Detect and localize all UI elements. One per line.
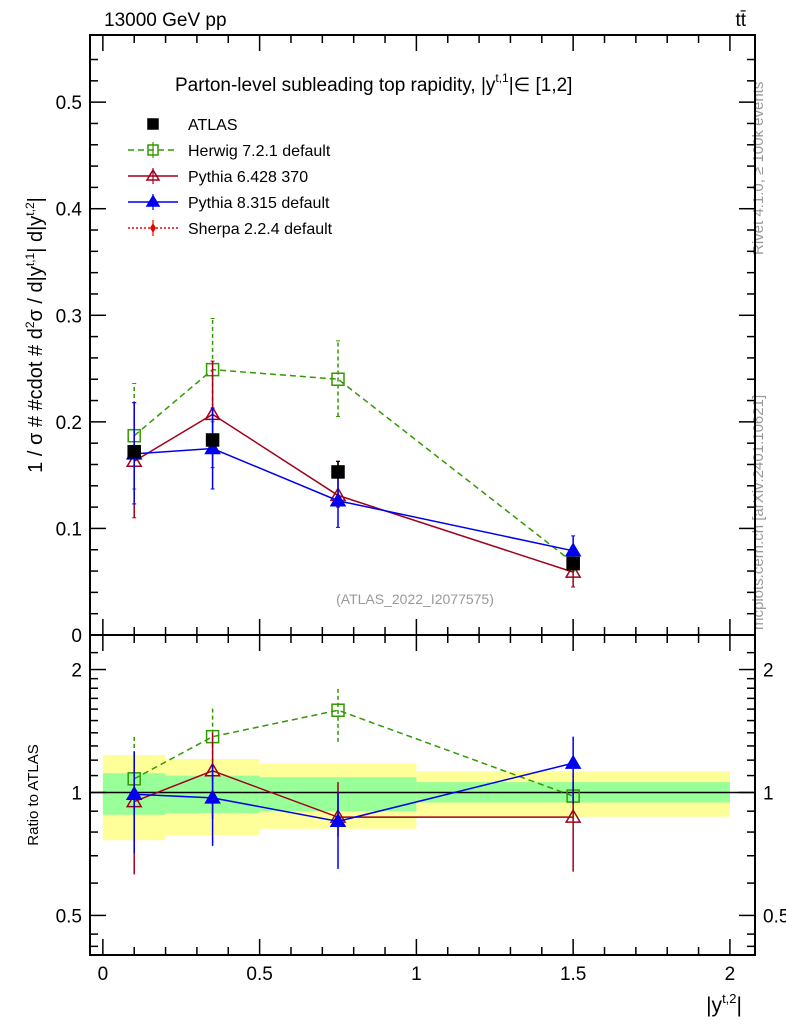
ratio-y-tick-label-right: 0.5: [763, 906, 786, 927]
series-line: [133, 368, 574, 564]
rivet-label: Rivet 4.1.0, ≥ 100k events: [750, 82, 767, 255]
ratio-y-tick-label-right: 2: [763, 661, 774, 682]
legend-item: ATLAS: [147, 117, 238, 134]
data-point: [564, 563, 582, 578]
legend-marker: [147, 144, 159, 156]
y-tick-label: 0.1: [56, 519, 82, 540]
data-point: [564, 542, 582, 557]
ratio-y-tick-label: 1: [71, 783, 82, 804]
watermark: (ATLAS_2022_I2077575): [336, 591, 494, 607]
ratio-point: [329, 812, 347, 828]
x-tick-label: 0: [98, 964, 109, 985]
ratio-point: [204, 789, 221, 804]
ratio-frame: [89, 634, 756, 956]
ratio-plot-layer: [125, 688, 582, 875]
ratio-point: [564, 808, 582, 823]
ratio-point: [125, 785, 143, 801]
legend-label: ATLAS: [188, 117, 238, 134]
y-tick-label: 0: [71, 626, 82, 647]
series-line: [134, 447, 574, 552]
data-point: [331, 372, 345, 386]
data-point: [205, 433, 220, 447]
ratio-line: [133, 770, 574, 818]
legend-item: Sherpa 2.2.4 default: [128, 220, 333, 238]
y-tick-label: 0.3: [56, 306, 82, 327]
ratio-y-tick-label: 2: [71, 661, 82, 682]
data-point: [566, 556, 580, 571]
legend-label: Sherpa 2.2.4 default: [188, 221, 333, 238]
ratio-line: [134, 762, 574, 823]
legend-marker: [147, 118, 159, 130]
legend-item: Pythia 6.428 370: [128, 168, 308, 186]
series-2: [125, 360, 582, 588]
axes-layer: 0 0.1 0.2 0.3 0.4 0.5 0.5 0.5 1 1 2 2 0 0.5 1 1.5 2: [56, 34, 786, 985]
x-axis-label: |yt,2|: [706, 991, 742, 1017]
header-right: tt̄: [735, 10, 746, 31]
y-tick-label: 0.5: [56, 93, 82, 114]
legend-label: Pythia 6.428 370: [188, 169, 308, 186]
series-3: [125, 402, 582, 567]
mcplots-label: mcplots.cern.ch [arXiv:2401.10621]: [750, 395, 767, 630]
ratio-y-tick-label-right: 1: [763, 783, 774, 804]
ratio-y-label: Ratio to ATLAS: [25, 744, 42, 845]
series-1: [127, 317, 580, 572]
main-title: Parton-level subleading top rapidity, |y…: [175, 71, 572, 96]
data-point: [329, 492, 347, 507]
ratio-y-tick-label: 0.5: [56, 906, 82, 927]
ratio-line: [133, 709, 574, 797]
x-tick-label: 2: [725, 964, 736, 985]
series-0: [127, 433, 580, 571]
legend-item: Herwig 7.2.1 default: [128, 142, 331, 160]
x-tick-label: 0.5: [246, 964, 272, 985]
legend: ATLAS Herwig 7.2.1 default Pythia 6.428 37…: [128, 117, 333, 238]
ratio-point: [564, 754, 582, 769]
y-axis-label: 1 / σ # #cdot # d2σ / d|yt,1| d|yt,2|: [23, 197, 47, 473]
x-tick-label: 1: [411, 964, 422, 985]
legend-label: Herwig 7.2.1 default: [188, 143, 331, 160]
ratio-series-2: [125, 736, 582, 869]
x-tick-label: 1.5: [560, 964, 586, 985]
main-plot-layer: [125, 317, 582, 588]
data-point: [331, 465, 345, 479]
header-left: 13000 GeV pp: [104, 10, 227, 31]
series-line: [133, 413, 574, 573]
legend-marker: [145, 168, 161, 181]
legend-marker: [145, 194, 161, 207]
ratio-point: [331, 703, 345, 717]
legend-marker: [150, 223, 156, 233]
legend-item: Pythia 8.315 default: [128, 194, 330, 212]
data-point: [204, 440, 221, 455]
y-tick-label: 0.4: [56, 200, 83, 221]
y-tick-label: 0.2: [56, 413, 82, 434]
data-point: [127, 444, 141, 459]
legend-label: Pythia 8.315 default: [188, 195, 330, 212]
